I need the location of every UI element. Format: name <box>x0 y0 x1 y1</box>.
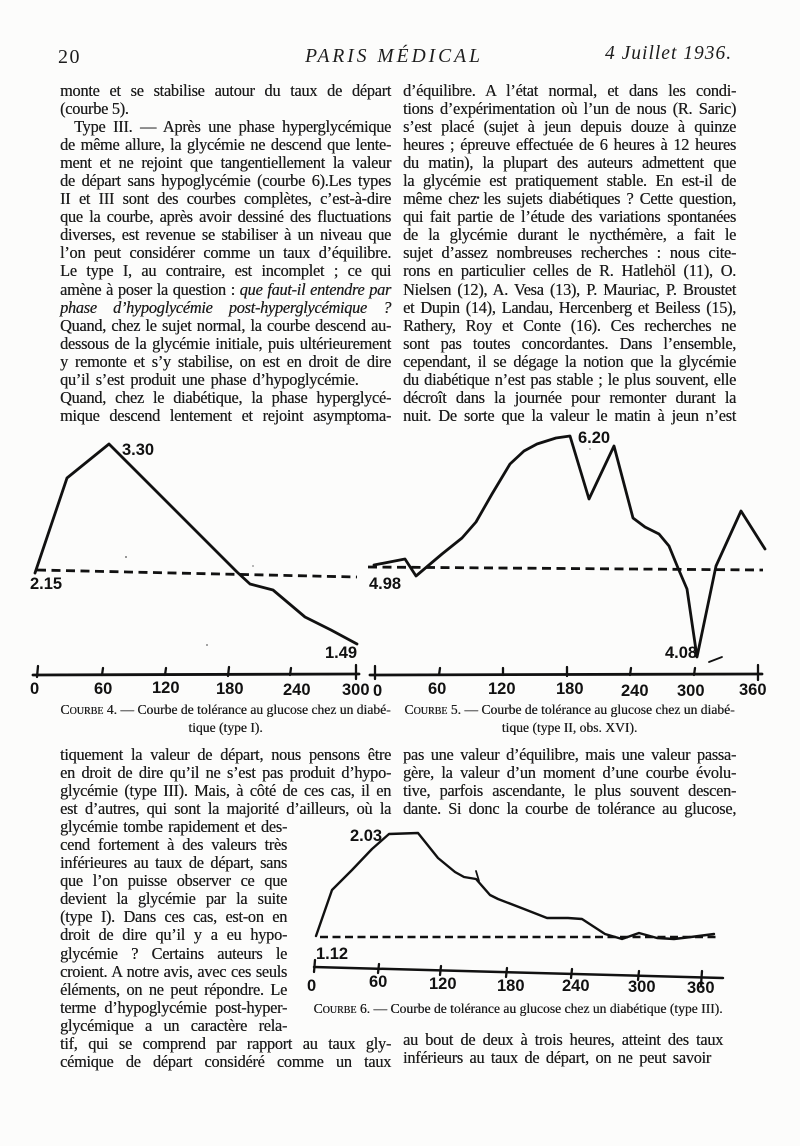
svg-text:240: 240 <box>283 681 311 699</box>
svg-text:1.49: 1.49 <box>325 644 357 662</box>
svg-text:2.03: 2.03 <box>350 827 382 845</box>
svg-text:180: 180 <box>497 977 525 995</box>
svg-text:6.20: 6.20 <box>578 429 610 447</box>
svg-text:3.30: 3.30 <box>122 441 154 459</box>
svg-text:4.08: 4.08 <box>665 644 697 662</box>
svg-text:300: 300 <box>628 978 656 996</box>
svg-text:180: 180 <box>556 680 584 698</box>
svg-text:180: 180 <box>216 680 244 698</box>
svg-text:0: 0 <box>30 680 39 698</box>
svg-text:0: 0 <box>373 682 382 700</box>
svg-text:0: 0 <box>307 977 316 995</box>
svg-text:300: 300 <box>342 681 370 699</box>
svg-text:120: 120 <box>152 679 180 697</box>
svg-text:60: 60 <box>94 680 112 698</box>
svg-text:360: 360 <box>687 979 715 997</box>
svg-text:60: 60 <box>428 680 446 698</box>
svg-text:300: 300 <box>677 682 705 700</box>
svg-text:2.15: 2.15 <box>30 575 62 593</box>
svg-text:1.12: 1.12 <box>316 945 348 963</box>
svg-text:240: 240 <box>621 682 649 700</box>
svg-text:120: 120 <box>488 680 516 698</box>
svg-text:240: 240 <box>562 977 590 995</box>
svg-text:360: 360 <box>739 681 767 699</box>
svg-text:4.98: 4.98 <box>369 575 401 593</box>
svg-text:120: 120 <box>429 975 457 993</box>
svg-text:60: 60 <box>369 973 387 991</box>
